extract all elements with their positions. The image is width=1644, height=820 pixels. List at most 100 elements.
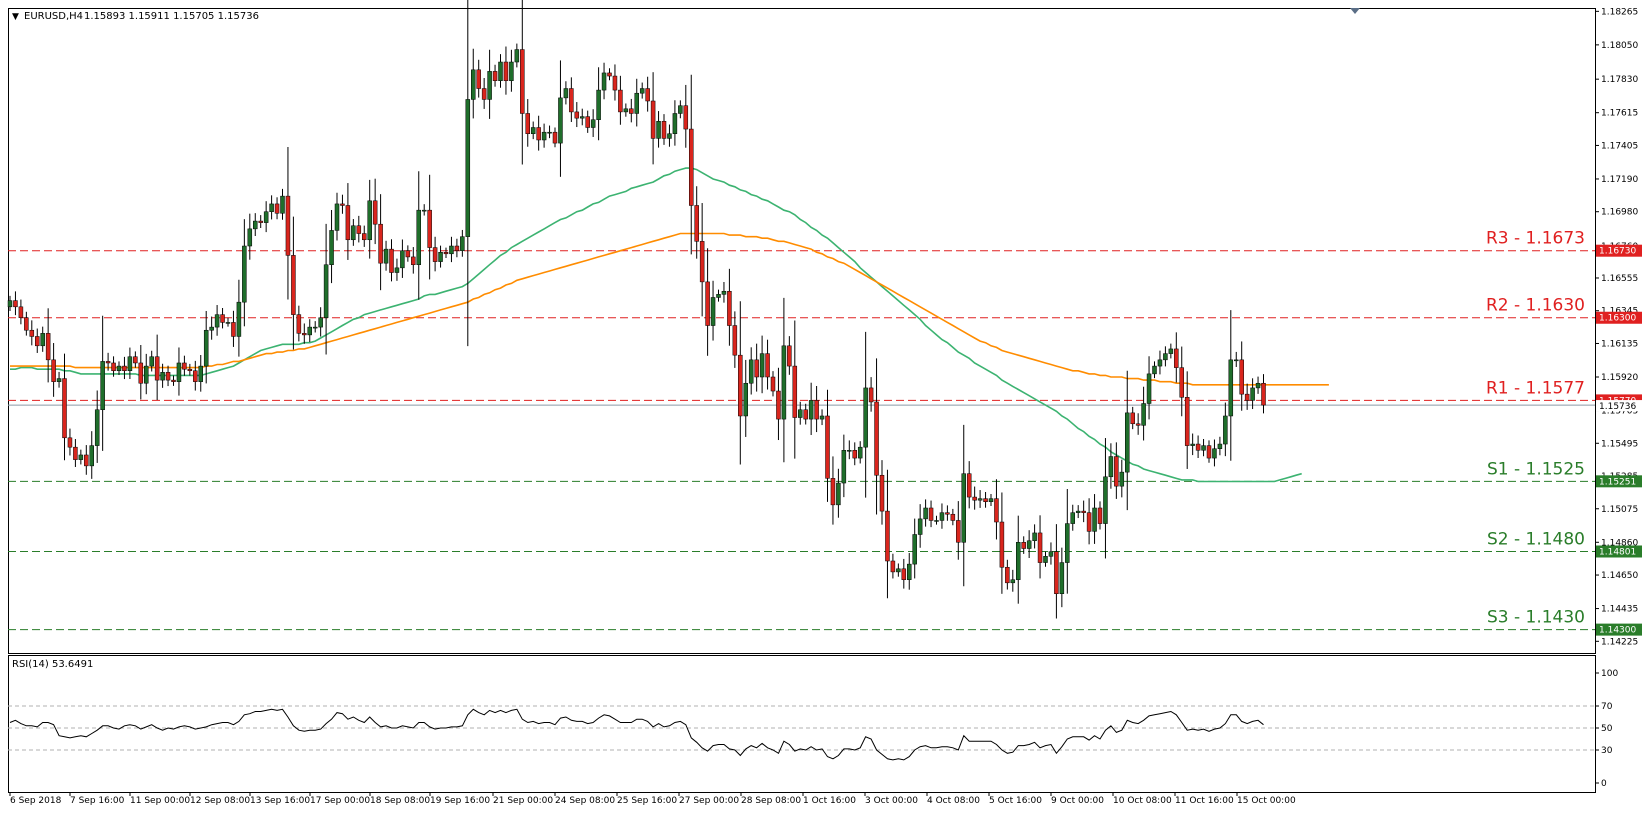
candle-body xyxy=(345,205,351,241)
level-label-r2: R2 - 1.1630 xyxy=(1486,296,1585,316)
candle-body xyxy=(29,329,35,337)
candle-body xyxy=(814,400,819,420)
candle-body xyxy=(994,498,999,523)
y-axis-tick-label: 1.17405 xyxy=(1601,141,1638,151)
candle-body xyxy=(1168,348,1174,354)
candle-body xyxy=(193,370,198,382)
level-label-r3: R3 - 1.1673 xyxy=(1486,229,1585,249)
candle-body xyxy=(563,88,569,99)
x-axis-tick-label: 7 Sep 16:00 xyxy=(70,796,125,806)
candle-body xyxy=(307,326,312,336)
candle-body xyxy=(471,69,476,100)
candle-body xyxy=(1070,512,1075,524)
candle-body xyxy=(138,362,144,384)
candle-body xyxy=(231,322,236,337)
candle-body xyxy=(928,507,934,521)
candle-body xyxy=(689,128,694,206)
candle-body xyxy=(67,437,73,448)
candle-body xyxy=(1108,456,1114,478)
candle-body xyxy=(694,205,699,242)
candle-body xyxy=(629,108,634,114)
chart-shift-marker[interactable] xyxy=(1350,8,1360,14)
candle-body xyxy=(699,241,705,283)
candle-body xyxy=(73,446,78,460)
candle-body xyxy=(203,329,209,367)
candle-body xyxy=(514,49,520,63)
x-axis-tick-label: 6 Sep 2018 xyxy=(10,796,62,806)
candle-body xyxy=(966,473,972,498)
candle-body xyxy=(1146,373,1152,404)
x-axis-tick-label: 25 Sep 16:00 xyxy=(617,796,677,806)
candle-body xyxy=(754,359,759,378)
candle-body xyxy=(852,450,857,459)
rsi-axis-tick-label: 30 xyxy=(1601,746,1613,756)
current-price-tag xyxy=(1596,400,1642,412)
candle-body xyxy=(1010,579,1016,584)
y-axis-tick-label: 1.17830 xyxy=(1601,75,1638,85)
candle-body xyxy=(105,361,111,364)
candle-body xyxy=(1255,382,1261,389)
candle-body xyxy=(100,361,105,410)
candle-body xyxy=(351,225,356,241)
candle-body xyxy=(214,314,220,328)
y-axis-tick-label: 1.14435 xyxy=(1601,605,1638,615)
candle-body xyxy=(1065,523,1070,563)
candle-body xyxy=(481,88,487,100)
candle-body xyxy=(808,400,814,420)
candle-body xyxy=(45,333,51,361)
candle-body xyxy=(427,209,432,248)
candle-body xyxy=(40,333,45,347)
candle-body xyxy=(476,69,481,89)
level-price-tag-s3 xyxy=(1596,623,1642,636)
candle-body xyxy=(776,390,781,420)
candle-body xyxy=(939,512,945,521)
rsi-panel[interactable] xyxy=(8,655,1596,793)
candle-body xyxy=(182,362,187,370)
candle-body xyxy=(432,247,438,262)
candle-body xyxy=(465,99,471,237)
candle-body xyxy=(1043,556,1048,563)
candle-body xyxy=(956,520,961,543)
candle-body xyxy=(416,209,421,265)
candle-body xyxy=(569,88,574,113)
candle-body xyxy=(1157,359,1163,367)
candle-body xyxy=(1141,403,1146,426)
candle-body xyxy=(590,119,596,128)
candle-body xyxy=(819,415,825,420)
candle-body xyxy=(362,233,367,241)
x-axis-tick-label: 28 Sep 08:00 xyxy=(741,796,801,806)
candle-body xyxy=(421,209,427,212)
candle-body xyxy=(1037,532,1043,563)
candle-body xyxy=(547,131,552,134)
candle-body xyxy=(748,359,754,384)
level-price-tag-text: 1.16300 xyxy=(1599,314,1636,324)
candle-body xyxy=(1119,471,1125,487)
rsi-axis-tick-label: 0 xyxy=(1601,779,1607,789)
x-axis-tick-label: 5 Oct 16:00 xyxy=(989,796,1042,806)
y-axis-tick-label: 1.16980 xyxy=(1601,208,1638,218)
x-axis-tick-label: 15 Oct 00:00 xyxy=(1237,796,1296,806)
candle-body xyxy=(443,252,449,255)
candle-body xyxy=(133,356,138,364)
main-price-panel[interactable] xyxy=(8,8,1596,654)
candle-body xyxy=(258,220,263,223)
candle-body xyxy=(558,97,563,144)
level-label-s1: S1 - 1.1525 xyxy=(1487,459,1585,479)
candle-body xyxy=(198,365,203,382)
y-axis-tick-label: 1.18265 xyxy=(1601,7,1638,17)
chart-menu-glyph[interactable]: ▼ xyxy=(12,12,19,22)
candle-body xyxy=(787,345,792,367)
candle-body xyxy=(683,105,689,130)
candle-body xyxy=(35,336,40,347)
candle-body xyxy=(498,61,503,81)
candle-body xyxy=(62,378,67,439)
candle-body xyxy=(1217,443,1223,449)
ohlc-values: 1.15893 1.15911 1.15705 1.15736 xyxy=(84,11,259,22)
candle-body xyxy=(917,518,923,535)
level-price-tag-r2 xyxy=(1596,311,1642,324)
candle-body xyxy=(78,454,84,460)
candle-body xyxy=(1081,510,1086,513)
candle-body xyxy=(1103,476,1108,524)
candle-body xyxy=(487,71,492,100)
